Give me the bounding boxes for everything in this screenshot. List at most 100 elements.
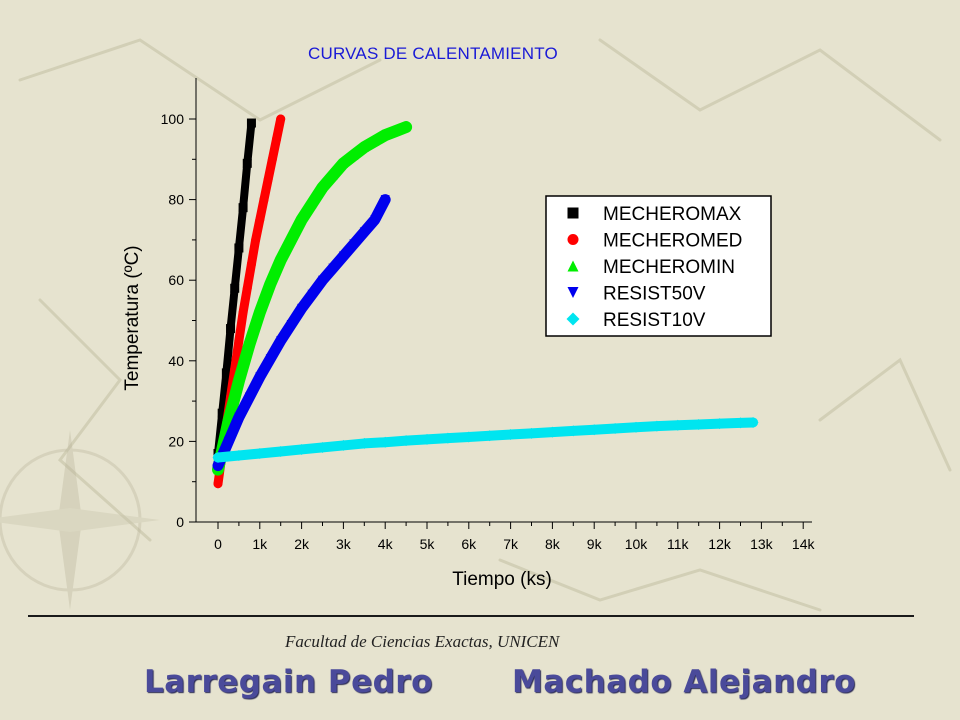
bg-zigzag-line: [38, 298, 152, 542]
legend-label: RESIST10V: [603, 310, 706, 331]
data-point: [337, 439, 349, 451]
x-tick-label: 10k: [625, 536, 649, 552]
data-point: [233, 450, 245, 462]
data-point: [505, 429, 517, 441]
data-point: [400, 435, 412, 447]
data-point: [234, 336, 244, 346]
data-point: [359, 227, 369, 237]
data-point: [275, 445, 287, 457]
y-tick-label: 60: [168, 272, 184, 288]
legend-marker-icon: [567, 207, 579, 219]
bg-zigzag-line: [498, 558, 822, 612]
data-point: [359, 142, 369, 152]
data-point: [276, 114, 286, 124]
x-tick-label: 13k: [750, 536, 774, 552]
data-point: [349, 150, 359, 160]
data-point: [242, 283, 252, 293]
data-point: [401, 122, 411, 132]
legend-marker-icon: [567, 234, 579, 245]
data-point: [272, 134, 282, 144]
data-point: [297, 215, 307, 225]
data-point: [349, 239, 359, 249]
data-point: [630, 421, 642, 433]
author-name: Larregain Pedro: [144, 664, 433, 700]
y-axis-label: Temperatura (ºC): [122, 245, 143, 390]
data-point: [276, 255, 286, 265]
data-point: [226, 324, 236, 334]
data-point: [217, 408, 227, 418]
data-point: [259, 195, 269, 205]
legend-box: [545, 195, 772, 337]
data-point: [317, 441, 328, 453]
compass-icon: [0, 430, 160, 610]
data-point: [442, 432, 454, 444]
data-point: [318, 183, 327, 193]
x-tick-label: 0: [214, 536, 222, 552]
x-tick-label: 4k: [378, 536, 394, 552]
footer-institution: Facultad de Ciencias Exactas, UNICEN: [285, 632, 560, 651]
data-point: [338, 251, 348, 261]
bg-zigzag-line: [598, 38, 942, 142]
x-tick-label: 8k: [545, 536, 561, 552]
data-point: [421, 433, 433, 445]
data-point: [609, 423, 621, 435]
x-tick-label: 3k: [336, 536, 352, 552]
data-point: [251, 235, 261, 245]
y-tick-label: 80: [168, 192, 184, 208]
data-point: [370, 215, 380, 225]
data-point: [328, 263, 338, 273]
data-point: [714, 418, 726, 430]
legend-marker-icon: [567, 260, 579, 272]
data-point: [735, 417, 746, 429]
data-point: [651, 420, 663, 432]
data-point: [244, 340, 254, 350]
data-point: [379, 436, 391, 448]
data-point: [484, 430, 496, 442]
x-tick-label: 6k: [461, 536, 477, 552]
data-point: [672, 419, 684, 431]
data-point: [238, 307, 248, 317]
data-point: [212, 452, 224, 464]
data-point: [380, 195, 390, 205]
x-tick-label: 14k: [792, 536, 816, 552]
y-tick-label: 0: [176, 514, 184, 530]
data-point: [246, 118, 256, 128]
legend-marker-icon: [567, 287, 579, 298]
data-point: [213, 461, 223, 471]
data-point: [318, 275, 327, 285]
data-point: [234, 376, 244, 386]
data-point: [276, 336, 286, 346]
y-tick-label: 40: [168, 353, 184, 369]
data-point: [391, 126, 401, 136]
data-point: [244, 392, 254, 402]
legend-label: MECHEROMED: [603, 231, 742, 252]
data-point: [286, 320, 296, 330]
bg-zigzag-line: [18, 38, 382, 122]
data-point: [221, 368, 231, 378]
data-point: [546, 426, 558, 438]
data-point: [328, 170, 338, 180]
legend-label: MECHEROMIN: [603, 257, 735, 278]
data-point: [263, 174, 273, 184]
data-point: [358, 437, 370, 449]
data-point: [234, 412, 244, 422]
series-line: [213, 417, 759, 463]
legend-label: MECHEROMAX: [603, 204, 742, 225]
data-point: [255, 307, 265, 317]
data-point: [370, 136, 380, 146]
data-point: [242, 158, 252, 168]
data-point: [230, 283, 240, 293]
x-tick-label: 2k: [294, 536, 310, 552]
data-point: [747, 416, 759, 428]
data-point: [693, 418, 705, 430]
data-point: [463, 431, 475, 443]
legend-marker-icon: [566, 312, 580, 326]
data-point: [567, 425, 579, 437]
data-point: [255, 215, 265, 225]
data-point: [526, 427, 537, 439]
author-name: Machado Alejandro: [512, 664, 856, 700]
data-point: [213, 479, 223, 489]
data-point: [234, 243, 244, 253]
chart-title: CURVAS DE CALENTAMIENTO: [308, 44, 558, 63]
